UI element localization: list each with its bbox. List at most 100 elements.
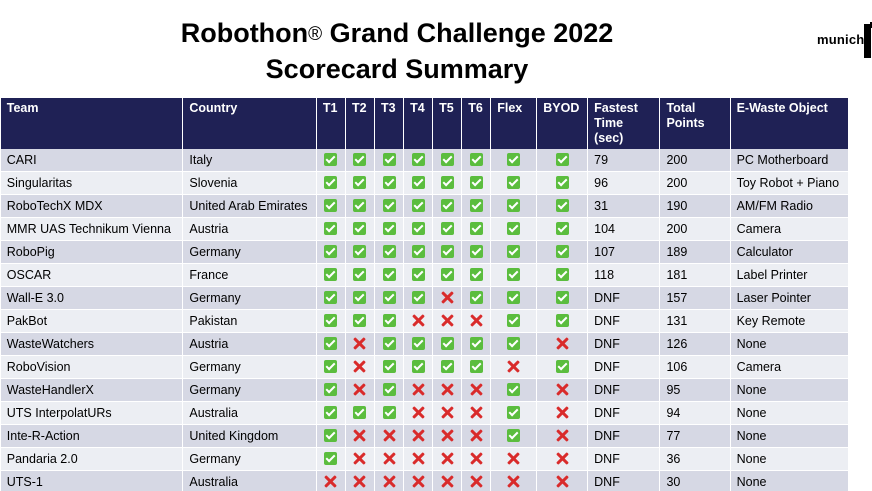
cross-mark-icon <box>383 475 396 488</box>
team-cell: RoboPig <box>0 240 184 264</box>
task-result-cell <box>536 194 589 218</box>
team-cell: Wall-E 3.0 <box>0 286 184 310</box>
task-result-cell <box>490 378 538 402</box>
cross-mark-icon <box>507 360 520 373</box>
task-result-cell <box>536 470 589 491</box>
check-mark-icon <box>353 291 367 304</box>
cross-mark-icon <box>507 475 520 488</box>
cross-mark-icon <box>556 475 569 488</box>
fastest-time-cell: 79 <box>587 149 661 172</box>
check-mark-icon <box>440 199 454 212</box>
total-points-cell: 157 <box>659 286 731 310</box>
check-mark-icon <box>440 245 454 258</box>
task-result-cell <box>374 309 405 333</box>
check-mark-icon <box>469 268 483 281</box>
e-waste-object-cell: Toy Robot + Piano <box>730 171 850 195</box>
check-mark-icon <box>324 406 338 419</box>
check-mark-icon <box>382 222 396 235</box>
team-cell: UTS-1 <box>0 470 184 491</box>
title-prefix: Robothon <box>180 18 309 48</box>
table-row: Wall-E 3.0 Germany DNF 157 Laser Pointer <box>0 286 850 310</box>
task-result-cell <box>536 286 589 310</box>
cross-mark-icon <box>383 452 396 465</box>
registered-mark: ® <box>308 24 323 45</box>
cross-mark-icon <box>556 337 569 350</box>
task-result-cell <box>345 263 376 287</box>
task-result-cell <box>461 447 492 471</box>
country-cell: Germany <box>182 447 317 471</box>
fastest-time-cell: 107 <box>587 240 661 264</box>
check-mark-icon <box>382 360 396 373</box>
task-result-cell <box>490 286 538 310</box>
check-mark-icon <box>440 337 454 350</box>
country-cell: Austria <box>182 217 317 241</box>
task-result-cell <box>374 378 405 402</box>
country-cell: Germany <box>182 378 317 402</box>
task-result-cell <box>536 378 589 402</box>
cross-mark-icon <box>412 406 425 419</box>
fastest-time-cell: DNF <box>587 355 661 379</box>
check-mark-icon <box>353 153 367 166</box>
task-result-cell <box>461 263 492 287</box>
task-result-cell <box>403 217 434 241</box>
check-mark-icon <box>555 291 569 304</box>
task-result-cell <box>490 401 538 425</box>
check-mark-icon <box>353 268 367 281</box>
team-cell: Singularitas <box>0 171 184 195</box>
check-mark-icon <box>469 245 483 258</box>
header-cell-flex: Flex <box>490 98 538 149</box>
task-result-cell <box>461 332 492 356</box>
total-points-cell: 181 <box>659 263 731 287</box>
cross-mark-icon <box>441 383 454 396</box>
team-cell: WasteWatchers <box>0 332 184 356</box>
total-points-cell: 77 <box>659 424 731 448</box>
task-result-cell <box>374 171 405 195</box>
table-row: RoboVision Germany DNF 106 Camera <box>0 355 850 379</box>
country-cell: United Arab Emirates <box>182 194 317 218</box>
cross-mark-icon <box>441 406 454 419</box>
total-points-cell: 131 <box>659 309 731 333</box>
task-result-cell <box>374 447 405 471</box>
task-result-cell <box>432 378 463 402</box>
task-result-cell <box>432 447 463 471</box>
task-result-cell <box>316 332 346 356</box>
table-row: WasteHandlerX Germany DNF 95 None <box>0 378 850 402</box>
total-points-cell: 200 <box>659 149 731 172</box>
task-result-cell <box>403 447 434 471</box>
team-cell: PakBot <box>0 309 184 333</box>
country-cell: France <box>182 263 317 287</box>
table-row: CARI Italy 79 200 PC Motherboard <box>0 149 850 172</box>
task-result-cell <box>403 470 434 491</box>
team-cell: CARI <box>0 149 184 172</box>
task-result-cell <box>403 355 434 379</box>
task-result-cell <box>432 217 463 241</box>
check-mark-icon <box>324 314 338 327</box>
scorecard-table: Team Country T1 T2 T3 T4 T5 T6 Flex BYOD Fastest T… <box>0 98 850 491</box>
task-result-cell <box>345 309 376 333</box>
task-result-cell <box>345 332 376 356</box>
task-result-cell <box>432 194 463 218</box>
check-mark-icon <box>469 360 483 373</box>
table-row: WasteWatchers Austria DNF 126 None <box>0 332 850 356</box>
cross-mark-icon <box>556 429 569 442</box>
header-cell-t6: T6 <box>461 98 492 149</box>
task-result-cell <box>316 355 346 379</box>
total-points-cell: 30 <box>659 470 731 491</box>
task-result-cell <box>536 171 589 195</box>
logo-bar-shape <box>864 24 871 58</box>
task-result-cell <box>490 447 538 471</box>
fastest-time-cell: DNF <box>587 401 661 425</box>
task-result-cell <box>403 332 434 356</box>
task-result-cell <box>490 470 538 491</box>
team-cell: Inte-R-Action <box>0 424 184 448</box>
task-result-cell <box>316 217 346 241</box>
header-cell-t2: T2 <box>345 98 376 149</box>
header-cell-t3: T3 <box>374 98 405 149</box>
task-result-cell <box>316 401 346 425</box>
cross-mark-icon <box>556 452 569 465</box>
task-result-cell <box>432 263 463 287</box>
check-mark-icon <box>411 199 425 212</box>
task-result-cell <box>374 401 405 425</box>
task-result-cell <box>403 240 434 264</box>
header-cell-e-waste-object: E-Waste Object <box>730 98 850 149</box>
